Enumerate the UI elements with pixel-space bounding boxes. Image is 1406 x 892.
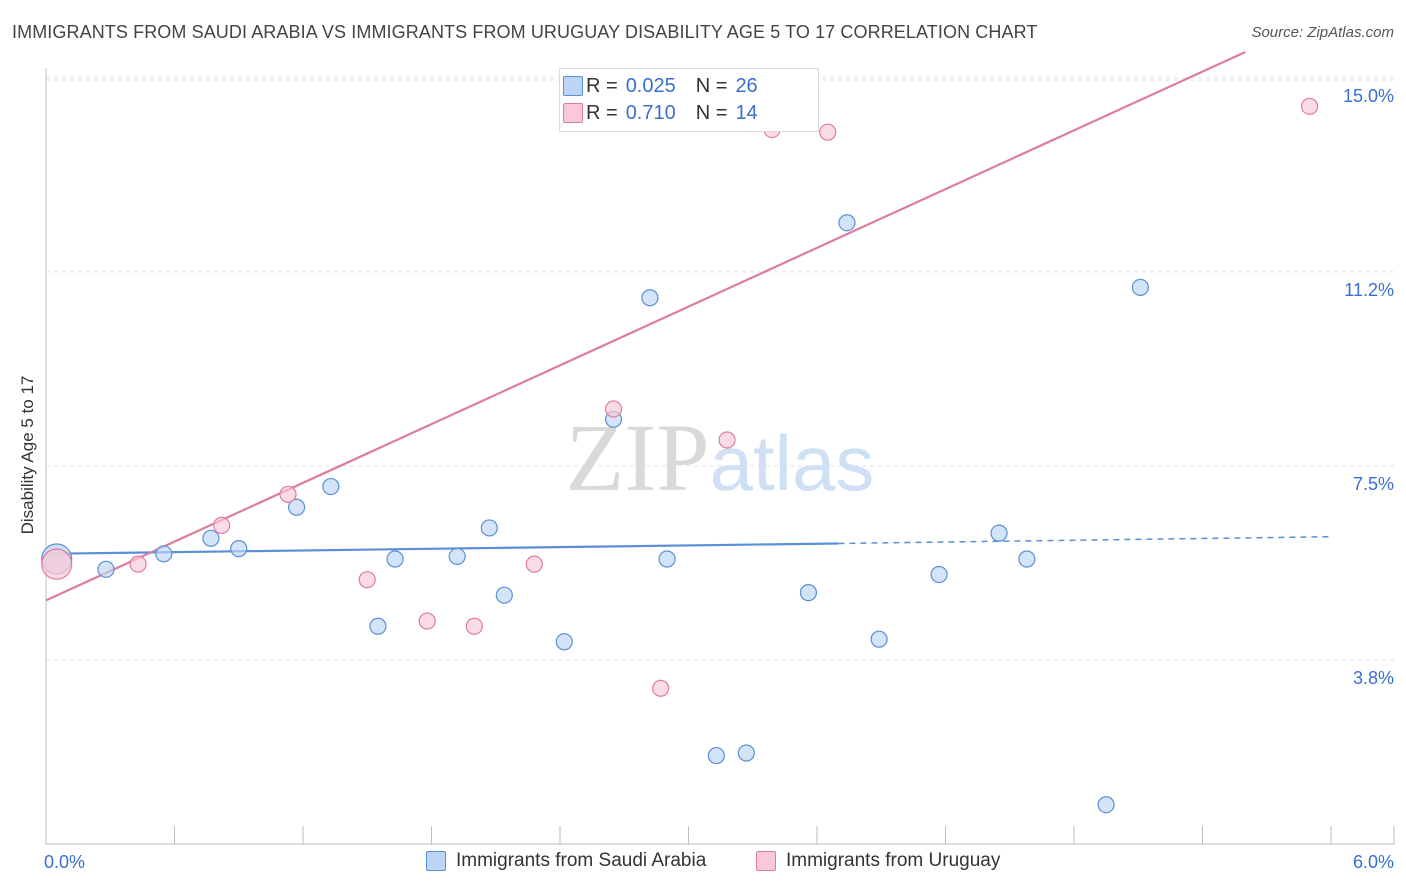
data-point-series-0 bbox=[230, 540, 248, 558]
data-point-series-0 bbox=[448, 547, 466, 566]
data-point-series-1 bbox=[819, 123, 837, 141]
series-name-uruguay: Immigrants from Uruguay bbox=[786, 850, 1001, 871]
data-point-series-0 bbox=[202, 529, 220, 547]
series-name-saudi-arabia: Immigrants from Saudi Arabia bbox=[456, 850, 707, 871]
trend-line-series-1 bbox=[45, 50, 1246, 602]
data-point-series-0 bbox=[287, 498, 306, 516]
trend-line-series-0 bbox=[45, 542, 839, 555]
trend-lines bbox=[45, 50, 1332, 602]
correlation-legend: R = 0.025 N = 26 R = 0.710 N = 14 bbox=[559, 68, 819, 132]
y-tick-label: 15.0% bbox=[1342, 85, 1394, 106]
series-swatch-uruguay bbox=[756, 851, 776, 871]
data-point-series-0 bbox=[870, 630, 888, 648]
data-point-series-1 bbox=[41, 548, 73, 580]
watermark: ZIPatlas bbox=[566, 404, 875, 511]
series-legend: Immigrants from Saudi Arabia Immigrants … bbox=[0, 850, 1406, 878]
data-point-series-0 bbox=[838, 214, 856, 232]
y-axis-label: Disability Age 5 to 17 bbox=[18, 375, 37, 535]
data-point-series-0 bbox=[369, 617, 387, 635]
data-point-series-0 bbox=[799, 584, 818, 602]
legend-n-value: 14 bbox=[735, 101, 758, 124]
data-point-series-1 bbox=[1300, 97, 1319, 115]
data-point-series-1 bbox=[525, 555, 543, 573]
legend-swatch-uruguay bbox=[563, 103, 583, 123]
data-point-series-0 bbox=[495, 586, 513, 604]
axes bbox=[45, 68, 1395, 845]
data-point-series-0 bbox=[1018, 550, 1036, 568]
legend-r-value: 0.025 bbox=[625, 74, 676, 97]
watermark-atlas: atlas bbox=[710, 419, 875, 507]
data-point-series-0 bbox=[555, 633, 573, 651]
data-point-series-0 bbox=[322, 477, 340, 496]
legend-r-label: R = bbox=[586, 74, 618, 97]
legend-n-label: N = bbox=[695, 74, 728, 97]
data-point-series-0 bbox=[707, 746, 725, 765]
legend-row-uruguay: R = 0.710 N = 14 bbox=[563, 100, 758, 126]
data-point-series-0 bbox=[1131, 278, 1149, 296]
series-swatch-saudi-arabia bbox=[426, 851, 446, 871]
y-tick-label: 3.8% bbox=[1352, 667, 1394, 688]
y-tick-label: 11.2% bbox=[1344, 279, 1394, 300]
data-point-series-0 bbox=[737, 744, 755, 762]
y-tick-label: 7.5% bbox=[1352, 473, 1394, 494]
data-point-series-0 bbox=[641, 289, 659, 307]
data-point-series-0 bbox=[155, 545, 173, 563]
data-point-series-1 bbox=[718, 431, 736, 449]
chart-title: IMMIGRANTS FROM SAUDI ARABIA VS IMMIGRAN… bbox=[12, 22, 1038, 42]
legend-n-value: 26 bbox=[735, 74, 758, 97]
x-tick-label-max: 6.0% bbox=[1352, 852, 1394, 872]
data-point-series-1 bbox=[652, 679, 670, 697]
data-point-series-1 bbox=[418, 612, 436, 630]
gridlines bbox=[46, 77, 1394, 661]
x-tick-label-min: 0.0% bbox=[44, 852, 86, 872]
legend-r-label: R = bbox=[586, 101, 618, 124]
data-point-series-0 bbox=[658, 550, 676, 568]
data-point-series-0 bbox=[930, 565, 948, 584]
data-point-series-1 bbox=[465, 617, 483, 635]
data-point-series-0 bbox=[480, 519, 498, 537]
data-point-series-1 bbox=[358, 571, 376, 589]
data-point-series-0 bbox=[97, 560, 115, 578]
legend-swatch-saudi-arabia bbox=[563, 76, 583, 96]
data-point-series-1 bbox=[129, 555, 147, 573]
legend-row-saudi-arabia: R = 0.025 N = 26 bbox=[563, 73, 758, 99]
data-point-series-0 bbox=[1097, 796, 1115, 814]
series-legend-saudi-arabia[interactable]: Immigrants from Saudi Arabia bbox=[426, 850, 706, 872]
series-legend-uruguay[interactable]: Immigrants from Uruguay bbox=[756, 850, 1000, 872]
trend-line-extension-series-0 bbox=[838, 535, 1332, 545]
legend-n-label: N = bbox=[695, 101, 728, 124]
data-point-series-0 bbox=[990, 524, 1008, 542]
data-point-series-0 bbox=[386, 550, 404, 568]
data-point-series-1 bbox=[213, 516, 231, 534]
chart-source: Source: ZipAtlas.com bbox=[1251, 24, 1394, 41]
watermark-zip: ZIP bbox=[566, 404, 710, 511]
legend-r-value: 0.710 bbox=[625, 101, 676, 124]
data-point-series-1 bbox=[279, 485, 297, 503]
data-point-series-1 bbox=[604, 400, 623, 418]
